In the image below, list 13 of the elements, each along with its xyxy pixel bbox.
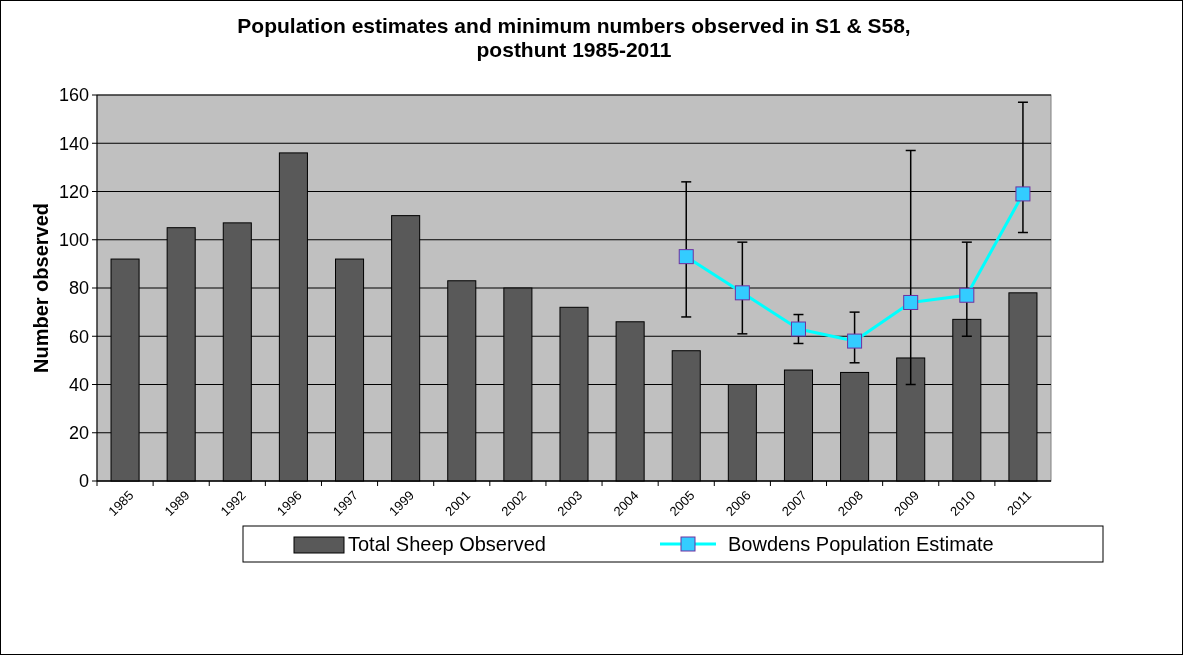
y-tick-label: 20 (68, 423, 89, 444)
y-tick-label: 160 (58, 85, 89, 106)
chart-title: Population estimates and minimum numbers observed in S1 & S58, posthunt 1985-2011 (237, 14, 911, 61)
y-tick-label: 80 (68, 278, 89, 299)
y-axis-title: Number observed (30, 202, 52, 374)
y-tick-label: 0 (78, 471, 89, 492)
legend-label: Total Sheep Observed (348, 533, 546, 555)
y-tick-label: 100 (58, 230, 89, 251)
y-tick-label: 60 (68, 326, 89, 347)
y-tick-label: 120 (58, 181, 89, 202)
legend-label: Bowdens Population Estimate (728, 533, 994, 555)
y-tick-label: 40 (68, 374, 89, 395)
y-tick-label: 140 (58, 133, 89, 154)
